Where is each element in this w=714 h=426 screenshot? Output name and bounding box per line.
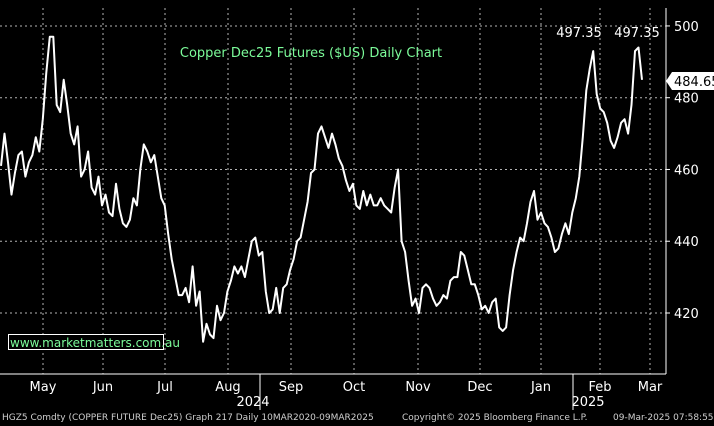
x-tick-label-aug: Aug [215, 380, 240, 395]
grid-lines [0, 8, 666, 374]
watermark-url: www.marketmatters.com.au [8, 334, 180, 350]
y-tick-label-500: 500 [674, 20, 699, 35]
price-chart: 420 440 460 480 500 May Jun Jul Aug Sep Oct Nov Dec… [0, 8, 714, 410]
y-tick-label-480: 480 [674, 92, 699, 107]
x-tick-label-nov: Nov [405, 380, 431, 395]
x-tick-label-dec: Dec [467, 380, 492, 395]
x-tick-label-jun: Jun [92, 380, 113, 395]
footer-timestamp: 09-Mar-2025 07:58:55 [613, 413, 714, 423]
y-tick-label-440: 440 [674, 235, 699, 250]
last-price-value: 484.65 [674, 75, 714, 90]
series-line-copper [0, 35, 643, 343]
peak-label-1: 497.35 [556, 26, 602, 41]
footer-copyright: Copyright© 2025 Bloomberg Finance L.P. [402, 413, 588, 423]
last-price-badge-shape [666, 72, 714, 91]
peak-label-2: 497.35 [614, 26, 660, 41]
x-tick-label-mar: Mar [638, 380, 663, 395]
last-price-badge: 484.65 [666, 72, 714, 91]
y-tick-labels: 420 440 460 480 500 [674, 20, 699, 322]
x-tick-label-jan: Jan [530, 380, 551, 395]
y-tick-label-420: 420 [674, 307, 699, 322]
y-tick-label-460: 460 [674, 163, 699, 178]
year-label-2025: 2025 [571, 395, 604, 410]
x-tick-labels: May Jun Jul Aug Sep Oct Nov Dec Jan Feb Mar [30, 380, 663, 395]
x-tick-label-feb: Feb [588, 380, 611, 395]
x-tick-label-jul: Jul [156, 380, 173, 395]
footer-ticker: HGZ5 Comdty (COPPER FUTURE [2, 413, 147, 423]
chart-title: Copper Dec25 Futures ($US) Daily Chart [180, 46, 442, 61]
year-label-2024: 2024 [236, 395, 269, 410]
x-tick-label-sep: Sep [279, 380, 304, 395]
axis-lines [0, 8, 670, 410]
footer-graph-info: Dec25) Graph 217 Daily 10MAR2020-09MAR20… [150, 413, 374, 423]
year-labels: 2024 2025 [236, 395, 604, 410]
x-tick-label-oct: Oct [343, 380, 365, 395]
chart-footer: HGZ5 Comdty (COPPER FUTURE Dec25) Graph … [0, 410, 714, 426]
x-tick-label-may: May [30, 380, 57, 395]
